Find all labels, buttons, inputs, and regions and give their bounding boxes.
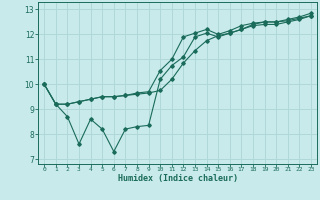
X-axis label: Humidex (Indice chaleur): Humidex (Indice chaleur): [118, 174, 238, 183]
